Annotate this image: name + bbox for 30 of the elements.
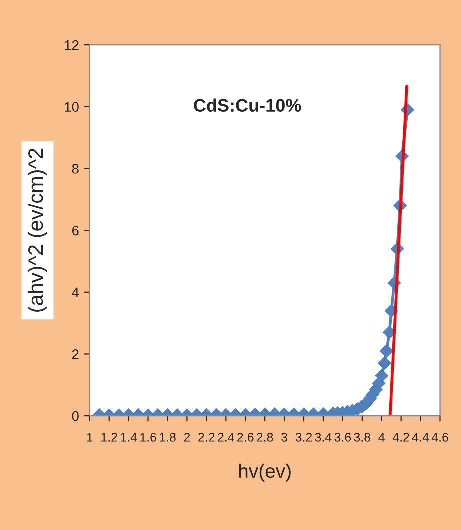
x-tick-label: 2.6	[238, 433, 254, 442]
x-axis-title: hv(ev)	[239, 464, 291, 482]
x-tick-label: 3.6	[334, 433, 352, 442]
x-tick-label: 1	[87, 433, 93, 442]
point	[383, 326, 396, 340]
annotation: CdS:Cu-10%	[194, 98, 302, 112]
y-tick-label: 4	[72, 288, 80, 298]
x-tick-label: 2.4	[218, 433, 234, 442]
y-tick-label: 8	[72, 164, 79, 174]
x-tick-label: 2.2	[198, 433, 215, 442]
x-tick-label: 3.2	[296, 433, 312, 442]
x-tick-label: 1.4	[121, 433, 138, 442]
x-tick-label: 4.6	[432, 433, 448, 442]
y-tick-label: 6	[72, 226, 79, 236]
x-tick-label: 2	[184, 433, 190, 442]
y-tick-label: 2	[72, 350, 79, 360]
y-tick-label: 12	[65, 40, 79, 50]
x-tick-label: 1.6	[140, 433, 156, 442]
x-tick-label: 3.8	[354, 433, 371, 442]
x-tick-label: 3	[282, 433, 288, 442]
y-tick-label: 0	[72, 411, 79, 422]
x-tick-label: 3.4	[315, 433, 332, 442]
x-tick-label: 2.8	[257, 433, 274, 442]
x-tick-label: 1.2	[102, 433, 118, 442]
x-tick-label: 4.2	[392, 433, 410, 442]
x-tick-label: 1.8	[160, 433, 176, 442]
y-axis-title: (ahv)^2 (ev/cm)^2	[28, 148, 48, 312]
x-tick-label: 4.4	[412, 433, 430, 442]
x-tick-label: 4	[378, 433, 385, 442]
y-tick-label: 10	[65, 102, 79, 112]
